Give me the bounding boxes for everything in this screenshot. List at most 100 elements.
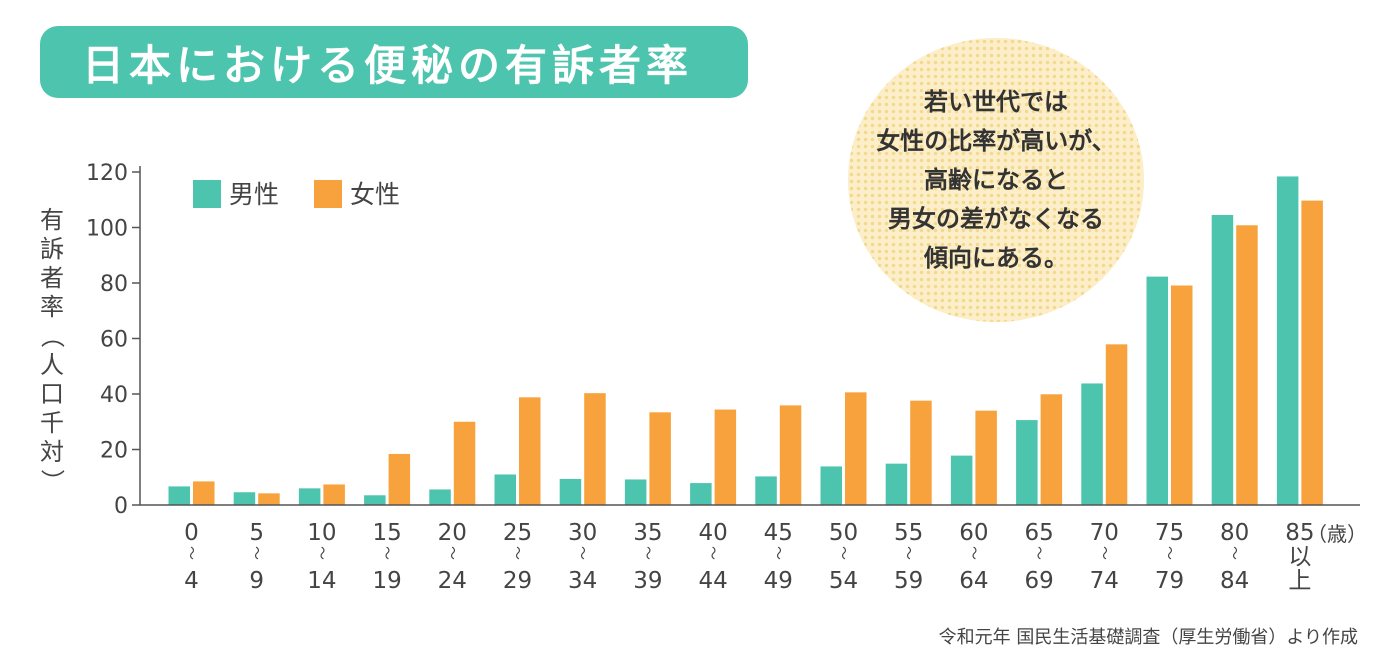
annotation-line: 傾向にある。 (924, 243, 1068, 272)
bar-male (364, 495, 386, 505)
bar-female (910, 400, 932, 505)
x-tick-label: 15〜 19 (372, 520, 401, 594)
x-tick-label-part: 〜 (378, 546, 394, 560)
x-tick-label-part: 4 (184, 568, 199, 594)
x-tick-label-part: 〜 (639, 546, 655, 560)
y-axis-title-char: 有 (40, 206, 64, 234)
y-axis-title-char: ） (38, 469, 66, 493)
x-tick-label-part: 24 (438, 568, 467, 594)
x-tick-label-part: 〜 (835, 546, 851, 560)
bar-male (690, 483, 712, 505)
x-tick-label-part: 5 (249, 520, 264, 546)
x-tick-label: 40〜 44 (698, 520, 727, 594)
x-tick-label: 35〜 39 (633, 520, 662, 594)
x-tick-label: 30〜 34 (568, 520, 597, 594)
x-tick-label: 55〜 59 (894, 520, 923, 594)
bar-female (258, 493, 280, 505)
bar-female (323, 484, 345, 505)
bar-male (885, 463, 908, 505)
bar-male (1211, 215, 1234, 505)
bar-female (1171, 285, 1193, 505)
y-axis-title-char: 口 (40, 380, 64, 408)
annotation-line: 高齢になると (924, 165, 1068, 194)
y-tick-label: 80 (100, 272, 128, 297)
x-tick-label-part: 〜 (1095, 546, 1111, 560)
y-tick-label: 100 (86, 217, 128, 242)
legend-label-female: 女性 (350, 180, 400, 209)
x-tick-label-part: 〜 (443, 546, 459, 560)
x-tick-label-part: 〜 (1030, 546, 1046, 560)
y-tick-label: 20 (100, 439, 128, 464)
bar-male (1081, 383, 1103, 505)
x-tick-label-part: 64 (959, 568, 988, 594)
x-tick-label-part: 79 (1155, 568, 1184, 594)
bar-male (429, 489, 451, 505)
bar-female (1040, 394, 1063, 505)
x-tick-label-part: 15 (372, 520, 401, 546)
y-axis-title-char: 対 (40, 438, 64, 466)
bar-female (519, 397, 541, 505)
x-tick-label-part: 55 (894, 520, 923, 546)
x-tick-label-part: 0 (184, 520, 199, 546)
x-tick-label-part: 9 (249, 568, 264, 594)
x-tick-label: 10〜 14 (307, 520, 336, 594)
y-tick-label: 40 (100, 383, 128, 408)
bar-male (298, 488, 321, 505)
x-tick-label: 80〜 84 (1220, 520, 1249, 594)
x-tick-label: 75〜 79 (1155, 520, 1184, 594)
bar-female (779, 405, 802, 505)
annotation-line: 男女の差がなくなる (888, 204, 1104, 233)
annotation-line: 若い世代では (924, 87, 1068, 116)
x-tick-label-part: 〜 (574, 546, 590, 560)
x-tick-label-part: 80 (1220, 520, 1249, 546)
x-tick-label-part: 14 (307, 568, 336, 594)
x-tick-label-part: 70 (1090, 520, 1119, 546)
x-tick-label-part: 25 (503, 520, 532, 546)
x-tick-label-part: 20 (438, 520, 467, 546)
x-tick-label: 0〜 4 (183, 520, 199, 594)
x-tick-label: 25〜 29 (503, 520, 532, 594)
y-axis-title-char: 者 (40, 264, 64, 292)
bar-female (649, 412, 671, 505)
x-tick-label-part: 40 (698, 520, 727, 546)
x-tick-label-part: 〜 (313, 546, 329, 560)
y-axis-title-char: 訴 (40, 235, 64, 263)
x-tick-label-part: 34 (568, 568, 597, 594)
annotation-text: 若い世代では 女性の比率が高いが、 高齢になると 男女の差がなくなる 傾向にある… (876, 83, 1116, 278)
bar-female (845, 392, 867, 505)
x-tick-label: 45〜 49 (764, 520, 793, 594)
x-tick-label-part: 69 (1024, 568, 1053, 594)
source-note: 令和元年 国民生活基礎調査（厚生労働省）より作成 (938, 627, 1358, 648)
x-tick-label-part: 35 (633, 520, 662, 546)
x-tick-label-part: 39 (633, 568, 662, 594)
x-tick-label-part: 49 (764, 568, 793, 594)
y-axis-title-char: 人 (40, 351, 64, 379)
x-tick-label-part: 45 (764, 520, 793, 546)
x-unit-label: （歳） (1307, 522, 1367, 546)
bar-male (1276, 176, 1299, 505)
x-tick-label-part: 〜 (248, 546, 264, 560)
bar-male (168, 486, 190, 505)
legend-label-male: 男性 (229, 180, 279, 209)
title-banner: 日本における便秘の有訴者率 (40, 26, 748, 98)
bar-female (453, 421, 476, 505)
legend-swatch-male (193, 180, 221, 208)
x-tick-label-part: 上 (1288, 568, 1311, 594)
x-tick-label-part: 〜 (965, 546, 981, 560)
x-tick-label: 65〜 69 (1024, 520, 1053, 594)
legend-swatch-female (314, 180, 342, 208)
x-tick-label-part: 75 (1155, 520, 1184, 546)
x-tick-label-part: 〜 (1161, 546, 1177, 560)
x-tick-label-part: 85 (1285, 520, 1314, 546)
bar-female (1105, 344, 1128, 505)
x-tick-label: 20〜 24 (438, 520, 467, 594)
x-tick-label-part: 65 (1024, 520, 1053, 546)
bar-female (714, 409, 737, 505)
bar-male (950, 455, 973, 505)
x-tick-label-part: 59 (894, 568, 923, 594)
x-tick-label-part: 29 (503, 568, 532, 594)
x-tick-label-part: 50 (829, 520, 858, 546)
x-tick-label: 70〜 74 (1090, 520, 1119, 594)
bar-female (975, 410, 997, 505)
